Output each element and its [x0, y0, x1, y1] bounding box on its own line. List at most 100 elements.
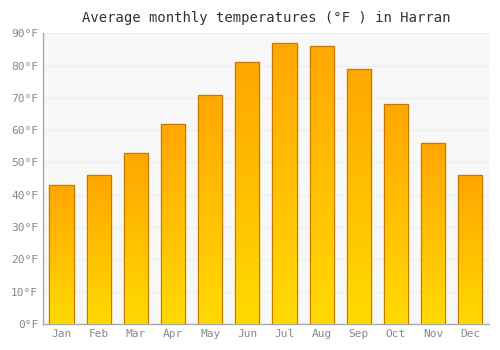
Bar — [198, 320, 222, 324]
Bar — [421, 208, 445, 212]
Bar — [198, 200, 222, 205]
Bar — [198, 108, 222, 113]
Bar — [458, 184, 482, 187]
Bar — [198, 177, 222, 182]
Bar — [161, 320, 185, 324]
Bar — [384, 228, 408, 232]
Bar — [161, 284, 185, 288]
Bar — [421, 143, 445, 147]
Bar — [272, 77, 296, 82]
Bar — [421, 299, 445, 302]
Bar — [347, 222, 371, 227]
Bar — [198, 292, 222, 296]
Bar — [86, 303, 111, 306]
Bar — [384, 104, 408, 324]
Bar — [236, 198, 260, 204]
Bar — [310, 118, 334, 124]
Bar — [50, 238, 74, 241]
Bar — [384, 315, 408, 320]
Bar — [124, 153, 148, 156]
Bar — [272, 285, 296, 290]
Bar — [86, 321, 111, 324]
Bar — [310, 257, 334, 263]
Bar — [458, 244, 482, 247]
Bar — [124, 262, 148, 266]
Bar — [384, 258, 408, 262]
Bar — [458, 282, 482, 285]
Bar — [124, 170, 148, 173]
Bar — [347, 253, 371, 258]
Bar — [458, 315, 482, 318]
Bar — [458, 232, 482, 235]
Bar — [236, 151, 260, 156]
Bar — [86, 265, 111, 267]
Bar — [124, 245, 148, 249]
Bar — [458, 181, 482, 184]
Bar — [124, 317, 148, 321]
Bar — [86, 184, 111, 187]
Bar — [347, 181, 371, 186]
Bar — [50, 218, 74, 221]
Bar — [236, 135, 260, 141]
Bar — [421, 317, 445, 320]
Bar — [50, 268, 74, 271]
Bar — [421, 262, 445, 266]
Bar — [86, 309, 111, 312]
Bar — [310, 291, 334, 296]
Bar — [310, 302, 334, 307]
Bar — [198, 287, 222, 292]
Bar — [198, 187, 222, 191]
Bar — [458, 175, 482, 324]
Bar — [272, 49, 296, 54]
Bar — [272, 71, 296, 77]
Bar — [236, 99, 260, 104]
Bar — [161, 192, 185, 196]
Bar — [86, 267, 111, 271]
Bar — [86, 181, 111, 184]
Bar — [236, 130, 260, 135]
Bar — [272, 139, 296, 144]
Bar — [124, 187, 148, 190]
Bar — [421, 266, 445, 270]
Bar — [124, 286, 148, 290]
Bar — [161, 276, 185, 280]
Bar — [236, 115, 260, 120]
Bar — [310, 57, 334, 63]
Bar — [347, 217, 371, 222]
Bar — [198, 113, 222, 118]
Bar — [124, 297, 148, 300]
Bar — [161, 220, 185, 224]
Bar — [347, 283, 371, 288]
Bar — [161, 176, 185, 180]
Title: Average monthly temperatures (°F ) in Harran: Average monthly temperatures (°F ) in Ha… — [82, 11, 450, 25]
Bar — [198, 214, 222, 218]
Bar — [198, 182, 222, 187]
Bar — [384, 188, 408, 192]
Bar — [161, 292, 185, 296]
Bar — [124, 215, 148, 218]
Bar — [458, 229, 482, 232]
Bar — [124, 160, 148, 163]
Bar — [124, 290, 148, 293]
Bar — [272, 313, 296, 319]
Bar — [86, 196, 111, 199]
Bar — [50, 249, 74, 252]
Bar — [384, 153, 408, 157]
Bar — [458, 261, 482, 265]
Bar — [161, 288, 185, 292]
Bar — [86, 199, 111, 202]
Bar — [347, 171, 371, 176]
Bar — [124, 194, 148, 197]
Bar — [347, 278, 371, 283]
Bar — [384, 285, 408, 289]
Bar — [86, 220, 111, 223]
Bar — [458, 279, 482, 282]
Bar — [124, 269, 148, 273]
Bar — [198, 274, 222, 278]
Bar — [458, 259, 482, 261]
Bar — [272, 150, 296, 155]
Bar — [161, 240, 185, 244]
Bar — [124, 235, 148, 238]
Bar — [198, 296, 222, 301]
Bar — [310, 74, 334, 79]
